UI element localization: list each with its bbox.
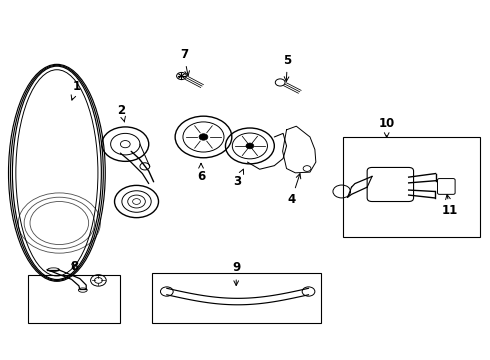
Bar: [343, 137, 480, 237]
Bar: [27, 275, 121, 323]
Circle shape: [246, 143, 254, 149]
Circle shape: [199, 134, 208, 140]
Text: 10: 10: [379, 117, 395, 138]
Text: 8: 8: [70, 260, 78, 273]
Text: 11: 11: [442, 194, 458, 217]
Text: 6: 6: [197, 163, 205, 183]
Bar: [152, 273, 321, 323]
Text: 4: 4: [287, 174, 301, 206]
Text: 3: 3: [234, 169, 244, 188]
Text: 2: 2: [117, 104, 125, 122]
Text: 7: 7: [180, 48, 190, 76]
Text: 9: 9: [232, 261, 240, 285]
Text: 5: 5: [283, 54, 292, 81]
Text: 1: 1: [71, 80, 80, 100]
